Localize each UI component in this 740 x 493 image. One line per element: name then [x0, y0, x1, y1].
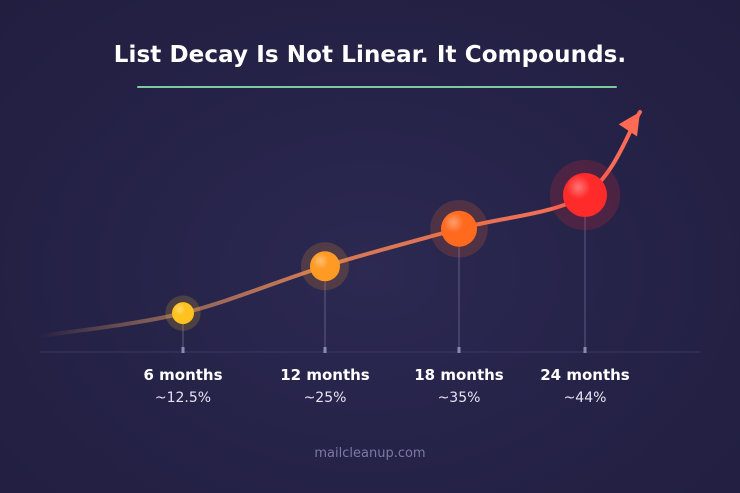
x-tick: [323, 347, 327, 353]
x-tick-label: 24 months: [540, 366, 630, 384]
x-tick-label: 18 months: [414, 366, 504, 384]
data-label: ~12.5%: [154, 390, 212, 406]
data-point-highlight: [443, 212, 464, 233]
data-label: ~35%: [437, 390, 481, 406]
footer-source: mailcleanup.com: [314, 446, 426, 461]
trend-arrow-head: [618, 112, 640, 137]
data-point-highlight: [173, 303, 186, 316]
data-label: ~25%: [303, 390, 347, 406]
data-point-highlight: [566, 175, 591, 200]
x-tick-label: 12 months: [280, 366, 370, 384]
x-tick-label: 6 months: [143, 366, 223, 384]
data-point-highlight: [312, 252, 329, 270]
data-label: ~44%: [563, 390, 607, 406]
x-tick: [181, 347, 185, 353]
x-tick: [457, 347, 461, 353]
chart-title: List Decay Is Not Linear. It Compounds.: [113, 42, 627, 68]
x-tick: [583, 347, 587, 353]
decay-trend-line: [38, 110, 642, 338]
title-underline: [137, 86, 617, 88]
